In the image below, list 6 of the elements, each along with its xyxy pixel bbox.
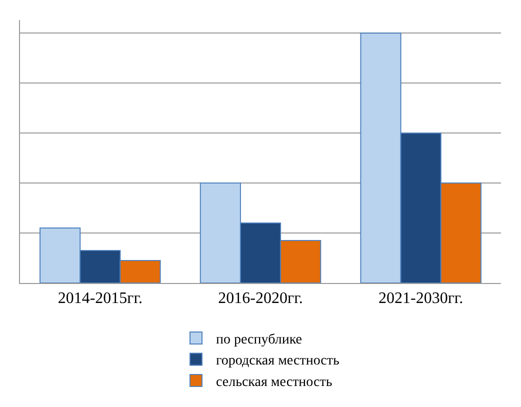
legend-label: по республике [216, 332, 302, 348]
x-tick-label: 2016-2020гг. [218, 290, 303, 308]
legend-label: сельская местность [216, 374, 332, 390]
x-tick-label: 2014-2015гг. [58, 290, 142, 308]
x-tick-label: 2021-2030гг. [378, 290, 464, 308]
legend-label: городская местность [216, 354, 340, 369]
